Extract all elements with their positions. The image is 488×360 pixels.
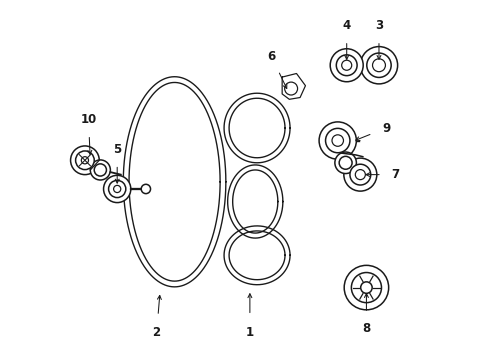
Circle shape: [76, 151, 94, 170]
Circle shape: [351, 273, 381, 303]
Circle shape: [339, 156, 351, 169]
Text: 7: 7: [390, 168, 398, 181]
Circle shape: [336, 55, 356, 76]
Circle shape: [103, 175, 131, 203]
Text: 10: 10: [80, 113, 97, 126]
Circle shape: [90, 160, 110, 180]
Circle shape: [372, 59, 385, 72]
Circle shape: [341, 60, 351, 70]
Text: 5: 5: [113, 143, 121, 156]
Circle shape: [70, 146, 99, 175]
Circle shape: [94, 164, 106, 176]
Text: 8: 8: [362, 322, 370, 335]
Text: 6: 6: [267, 50, 275, 63]
Circle shape: [343, 158, 376, 191]
Circle shape: [331, 135, 343, 146]
Circle shape: [355, 170, 365, 180]
Circle shape: [325, 129, 349, 153]
Circle shape: [284, 82, 297, 95]
Text: 3: 3: [374, 19, 382, 32]
Circle shape: [81, 157, 88, 164]
Text: 2: 2: [152, 326, 161, 339]
Circle shape: [366, 53, 390, 77]
Circle shape: [349, 164, 370, 185]
Circle shape: [334, 152, 356, 174]
Text: 9: 9: [381, 122, 389, 135]
Circle shape: [329, 49, 363, 82]
Circle shape: [108, 180, 125, 198]
Circle shape: [113, 185, 121, 193]
Circle shape: [360, 282, 371, 293]
Circle shape: [344, 265, 388, 310]
Circle shape: [360, 46, 397, 84]
Circle shape: [319, 122, 356, 159]
Circle shape: [141, 184, 150, 194]
Text: 4: 4: [342, 19, 350, 32]
Text: 1: 1: [245, 326, 253, 339]
